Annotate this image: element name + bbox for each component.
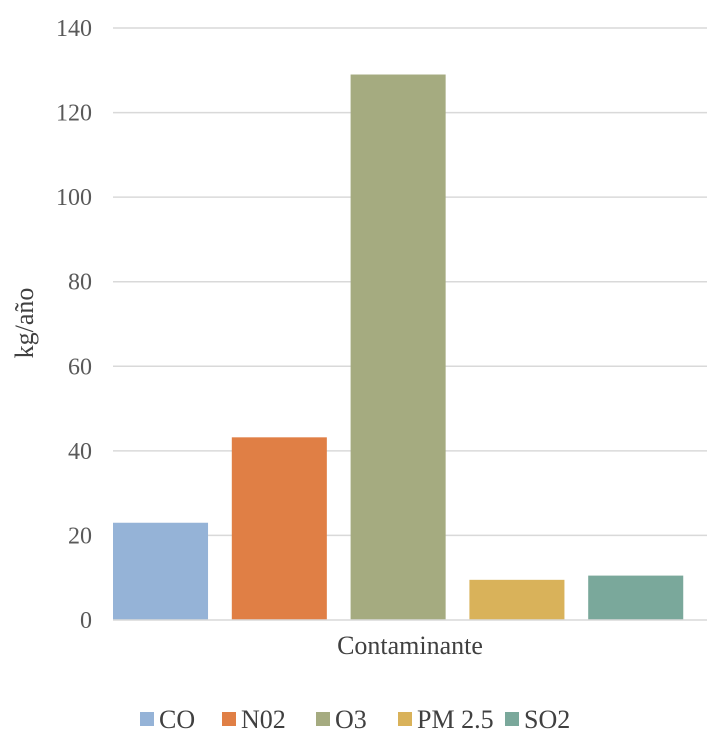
y-tick-label: 60 bbox=[68, 354, 92, 380]
y-tick-label: 140 bbox=[56, 16, 92, 42]
bar-so2 bbox=[588, 575, 684, 620]
legend-item: O3 bbox=[316, 705, 367, 734]
legend-label: N02 bbox=[241, 705, 286, 734]
legend: CO N02 O3 PM 2.5 SO2 bbox=[140, 705, 570, 734]
legend-swatch bbox=[505, 712, 519, 726]
bar-pm-2-5 bbox=[469, 579, 565, 620]
bars bbox=[113, 74, 684, 620]
y-tick-label: 120 bbox=[56, 101, 92, 127]
legend-item: SO2 bbox=[505, 705, 570, 734]
legend-swatch bbox=[140, 712, 154, 726]
legend-item: N02 bbox=[222, 705, 286, 734]
legend-label: CO bbox=[159, 705, 195, 734]
legend-item: CO bbox=[140, 705, 195, 734]
y-tick-label: 40 bbox=[68, 439, 92, 465]
legend-swatch bbox=[316, 712, 330, 726]
y-tick-label: 20 bbox=[68, 523, 92, 549]
y-axis-tick-labels: 0 20 40 60 80 100 120 140 bbox=[56, 16, 92, 634]
y-tick-label: 80 bbox=[68, 270, 92, 296]
bar-n02 bbox=[231, 437, 327, 620]
legend-label: SO2 bbox=[524, 705, 570, 734]
y-axis-title: kg/año bbox=[10, 288, 39, 359]
bar-o3 bbox=[350, 74, 446, 620]
legend-swatch bbox=[222, 712, 236, 726]
x-axis-title: Contaminante bbox=[337, 631, 483, 660]
y-tick-label: 0 bbox=[80, 608, 92, 634]
y-tick-label: 100 bbox=[56, 185, 92, 211]
legend-item: PM 2.5 bbox=[398, 705, 494, 734]
bar-co bbox=[113, 522, 209, 620]
legend-label: PM 2.5 bbox=[417, 705, 494, 734]
legend-label: O3 bbox=[335, 705, 367, 734]
legend-swatch bbox=[398, 712, 412, 726]
